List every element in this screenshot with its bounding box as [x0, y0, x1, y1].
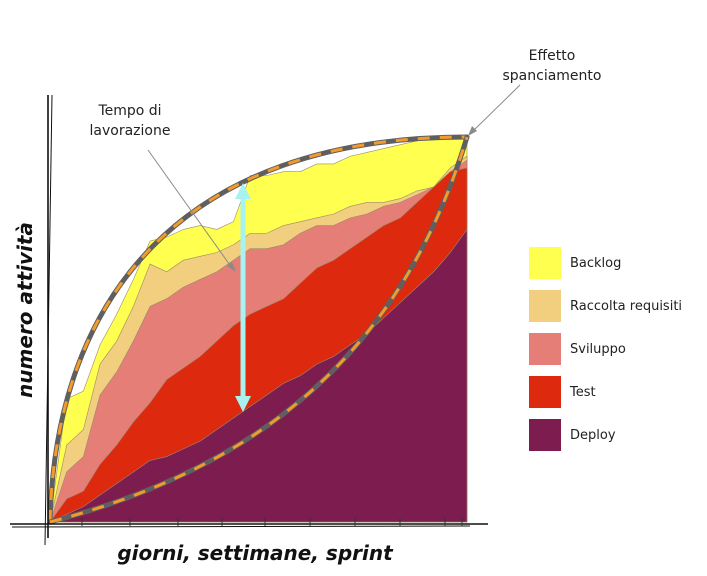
- x-axis-line-2: [11, 525, 471, 528]
- legend-label-deploy: Deploy: [570, 428, 616, 443]
- y-axis-line-2: [44, 94, 53, 546]
- legend: Backlog Raccolta requisiti Sviluppo Test Dep…: [529, 247, 682, 451]
- annotation-bulge-line: Effetto: [529, 48, 576, 64]
- x-axis-title: giorni, settimane, sprint: [117, 541, 394, 565]
- annotation-bulge-pointer: [471, 84, 521, 133]
- lead-time-arrow-head-bottom: [235, 396, 251, 412]
- legend-swatch-deploy: [529, 419, 561, 451]
- legend-label-backlog: Backlog: [570, 256, 621, 271]
- lead-time-arrow: [235, 183, 251, 412]
- annotation-lead-time-line: Tempo di: [97, 103, 161, 119]
- trend-curves: [47, 134, 470, 525]
- legend-label-sviluppo: Sviluppo: [570, 342, 626, 357]
- curve-lower-dash: [49, 136, 469, 524]
- legend-swatch-raccolta-requisiti: [529, 290, 561, 322]
- legend-swatch-test: [529, 376, 561, 408]
- annotations: Tempo di lavorazione Effetto spanciamento: [90, 48, 602, 272]
- annotation-lead-time-line: lavorazione: [90, 123, 171, 139]
- legend-label-raccolta-requisiti: Raccolta requisiti: [570, 299, 682, 314]
- curve-upper-dash: [48, 135, 468, 523]
- annotation-bulge-line: spanciamento: [503, 68, 602, 84]
- annotation-lead-time: Tempo di lavorazione: [90, 103, 171, 139]
- area-layers: [49, 136, 468, 523]
- lead-time-arrow-head-top: [235, 183, 251, 199]
- annotation-bulge-pointer-head: [468, 126, 477, 136]
- legend-swatch-sviluppo: [529, 333, 561, 365]
- annotation-bulge: Effetto spanciamento: [503, 48, 602, 84]
- axes: [10, 94, 488, 546]
- legend-swatch-backlog: [529, 247, 561, 279]
- annotation-lead-time-pointer-head: [227, 262, 236, 272]
- area-deploy: [49, 228, 468, 523]
- x-ticks: [81, 518, 463, 526]
- annotation-lead-time-pointer: [147, 149, 233, 269]
- legend-label-test: Test: [569, 385, 596, 400]
- y-axis-title: numero attività: [13, 222, 37, 398]
